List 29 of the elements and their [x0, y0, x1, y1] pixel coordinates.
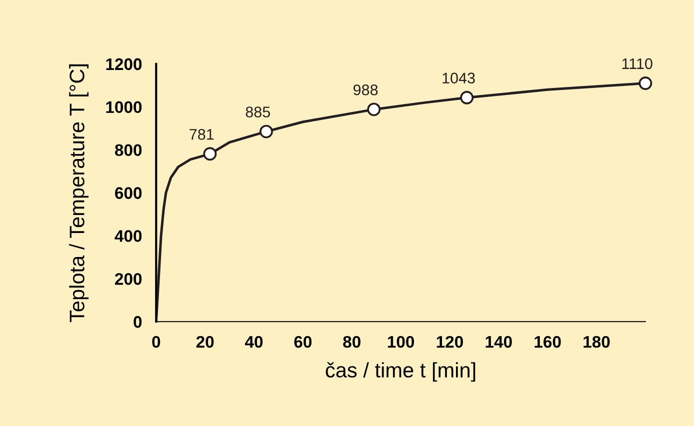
data-label: 781	[190, 128, 214, 140]
x-tick-label: 60	[294, 336, 312, 348]
x-tick-label: 120	[436, 336, 463, 348]
y-tick-label: 800	[114, 144, 142, 156]
x-tick-label: 0	[152, 336, 160, 348]
data-label: 1110	[622, 58, 652, 70]
data-label: 1043	[442, 72, 475, 84]
data-label: 885	[246, 106, 270, 118]
x-tick-label: 160	[534, 336, 561, 348]
y-tick-label: 1200	[106, 58, 142, 70]
point	[203, 147, 217, 161]
x-tick-label: 20	[196, 336, 214, 348]
data-label: 988	[354, 84, 378, 96]
y-tick-label: 1000	[106, 101, 142, 114]
y-tick-label: 0	[134, 316, 142, 328]
y-tick-label: 600	[115, 187, 142, 199]
y-tick-label: 200	[115, 273, 142, 285]
y-tick-label: 400	[114, 230, 142, 242]
x-tick-label: 80	[343, 336, 360, 348]
x-tick-label: 180	[584, 336, 610, 348]
x-axis-title: čas / time t [min]	[326, 362, 476, 382]
x-tick-label: 40	[244, 336, 263, 348]
y-axis-title: Teplota / Temperature T [°C]	[69, 64, 89, 322]
x-tick-label: 100	[388, 336, 414, 348]
point	[460, 90, 474, 104]
point	[367, 102, 381, 116]
point	[260, 124, 273, 138]
point	[638, 76, 652, 90]
x-tick-label: 140	[486, 336, 512, 348]
